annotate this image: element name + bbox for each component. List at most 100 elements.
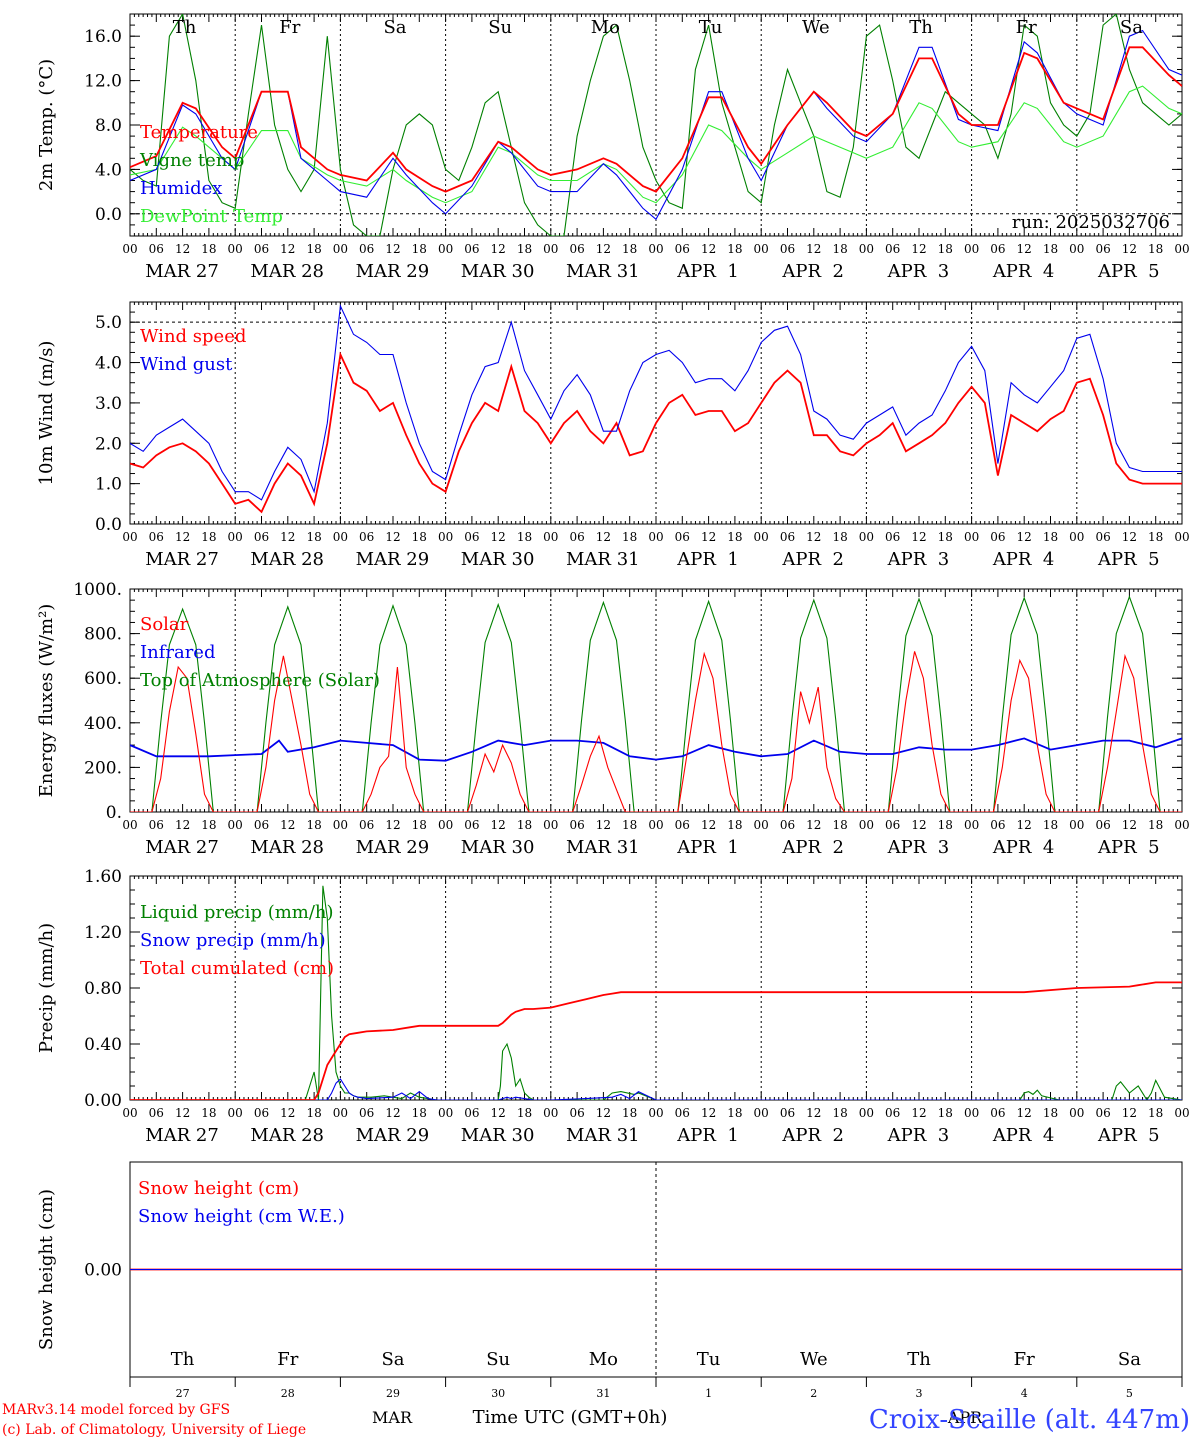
- hour-tick-label: 12: [701, 818, 716, 832]
- y-tick-label: 12.0: [84, 72, 122, 92]
- hour-tick-label: 12: [175, 818, 190, 832]
- hour-tick-label: 00: [859, 530, 874, 544]
- y-axis-label: 10m Wind (m/s): [36, 341, 57, 486]
- date-label: MAR 30: [461, 1125, 535, 1146]
- date-label: MAR 29: [356, 549, 430, 570]
- day-name-label: We: [800, 1349, 828, 1370]
- series-line-infrared: [130, 737, 1182, 762]
- date-label: MAR 27: [145, 1125, 219, 1146]
- hour-tick-label: 18: [412, 818, 427, 832]
- hour-tick-label: 00: [228, 1106, 243, 1120]
- hour-tick-label: 12: [701, 1106, 716, 1120]
- hour-tick-label: 12: [280, 1106, 295, 1120]
- month-label-mar: MAR: [372, 1408, 413, 1427]
- hour-tick-label: 00: [859, 818, 874, 832]
- hour-tick-label: 00: [1174, 818, 1189, 832]
- series-line-total-cumulated-cm: [130, 981, 1182, 1100]
- day-name-label: Tu: [697, 1349, 721, 1370]
- day-name-label: Mo: [591, 17, 620, 38]
- hour-tick-label: 18: [938, 242, 953, 256]
- hour-tick-label: 18: [517, 530, 532, 544]
- day-name-label: Fr: [277, 1349, 298, 1370]
- hour-tick-label: 00: [1069, 530, 1084, 544]
- y-tick-label: 400.: [84, 714, 122, 734]
- date-label: APR 1: [676, 549, 739, 570]
- series-line-humidex: [130, 29, 1182, 221]
- station-label: Croix-Scaille (alt. 447m): [869, 1405, 1190, 1435]
- y-tick-label: 16.0: [84, 27, 122, 47]
- hour-tick-label: 06: [464, 1106, 479, 1120]
- panels-layer: 00 06 12 18 00 06 12 18 00 06 12 18 00 06 12 18 00 06 12 18…: [36, 13, 1190, 1400]
- date-label: MAR 31: [566, 261, 640, 282]
- hour-tick-label: 12: [806, 530, 821, 544]
- hour-tick-label: 12: [385, 530, 400, 544]
- date-label: MAR 31: [566, 549, 640, 570]
- hour-tick-label: 18: [832, 818, 847, 832]
- hour-tick-label: 00: [648, 530, 663, 544]
- hour-tick-label: 12: [491, 242, 506, 256]
- date-label: MAR 31: [566, 837, 640, 858]
- hour-tick-label: 00: [333, 818, 348, 832]
- hour-tick-label: 12: [596, 1106, 611, 1120]
- hour-tick-label: 18: [1148, 818, 1163, 832]
- hour-tick-label: 06: [1095, 1106, 1110, 1120]
- hour-tick-label: 00: [333, 530, 348, 544]
- hour-tick-label: 18: [832, 242, 847, 256]
- hour-tick-label: 12: [701, 242, 716, 256]
- hour-tick-label: 06: [990, 818, 1005, 832]
- hour-tick-label: 06: [990, 242, 1005, 256]
- y-tick-label: 0.00: [84, 1091, 122, 1111]
- hour-tick-label: 06: [780, 1106, 795, 1120]
- day-number-label: 1: [705, 1387, 712, 1400]
- day-number-label: 31: [596, 1387, 610, 1400]
- hour-tick-label: 06: [990, 1106, 1005, 1120]
- hour-tick-label: 06: [149, 1106, 164, 1120]
- series-line-temperature: [130, 46, 1182, 193]
- legend-entry: Top of Atmosphere (Solar): [140, 670, 380, 691]
- hour-tick-label: 00: [122, 530, 137, 544]
- hour-tick-label: 06: [254, 1106, 269, 1120]
- hour-tick-label: 12: [1017, 818, 1032, 832]
- date-label: APR 3: [887, 837, 950, 858]
- y-tick-label: 200.: [84, 758, 122, 778]
- hour-tick-label: 12: [806, 242, 821, 256]
- hour-tick-label: 12: [491, 818, 506, 832]
- hour-tick-label: 00: [1174, 530, 1189, 544]
- day-number-label: 2: [810, 1387, 817, 1400]
- y-tick-label: 0.00: [84, 1261, 122, 1281]
- day-name-label: Sa: [1120, 17, 1143, 38]
- date-label: APR 4: [992, 549, 1055, 570]
- hour-tick-label: 06: [464, 242, 479, 256]
- y-tick-label: 8.0: [95, 116, 122, 136]
- day-name-label: Mo: [589, 1349, 618, 1370]
- y-axis-label: Precip (mm/h): [36, 923, 57, 1053]
- series-line-wind-speed: [130, 351, 1182, 514]
- date-label: APR 2: [781, 1125, 844, 1146]
- y-tick-label: 0.80: [84, 979, 122, 999]
- hour-tick-label: 18: [306, 530, 321, 544]
- hour-tick-label: 00: [859, 242, 874, 256]
- hour-tick-label: 18: [622, 530, 637, 544]
- hour-tick-label: 06: [359, 530, 374, 544]
- y-tick-label: 1.20: [84, 923, 122, 943]
- hour-tick-label: 12: [1122, 530, 1137, 544]
- hour-tick-label: 00: [333, 242, 348, 256]
- hour-tick-label: 18: [1043, 242, 1058, 256]
- hour-tick-label: 12: [175, 1106, 190, 1120]
- date-label: APR 2: [781, 261, 844, 282]
- series-line-wind-gust: [130, 303, 1182, 501]
- day-name-label: Sa: [381, 1349, 404, 1370]
- hour-tick-label: 12: [175, 242, 190, 256]
- date-label: MAR 30: [461, 261, 535, 282]
- hour-tick-label: 06: [1095, 818, 1110, 832]
- hour-tick-label: 12: [911, 530, 926, 544]
- legend-entry: Solar: [140, 614, 189, 635]
- hour-tick-label: 06: [359, 818, 374, 832]
- y-tick-label: 0.0: [95, 205, 122, 225]
- hour-tick-label: 18: [727, 818, 742, 832]
- hour-tick-label: 00: [122, 1106, 137, 1120]
- hour-tick-label: 06: [675, 1106, 690, 1120]
- hour-tick-label: 12: [280, 242, 295, 256]
- hour-tick-label: 18: [201, 242, 216, 256]
